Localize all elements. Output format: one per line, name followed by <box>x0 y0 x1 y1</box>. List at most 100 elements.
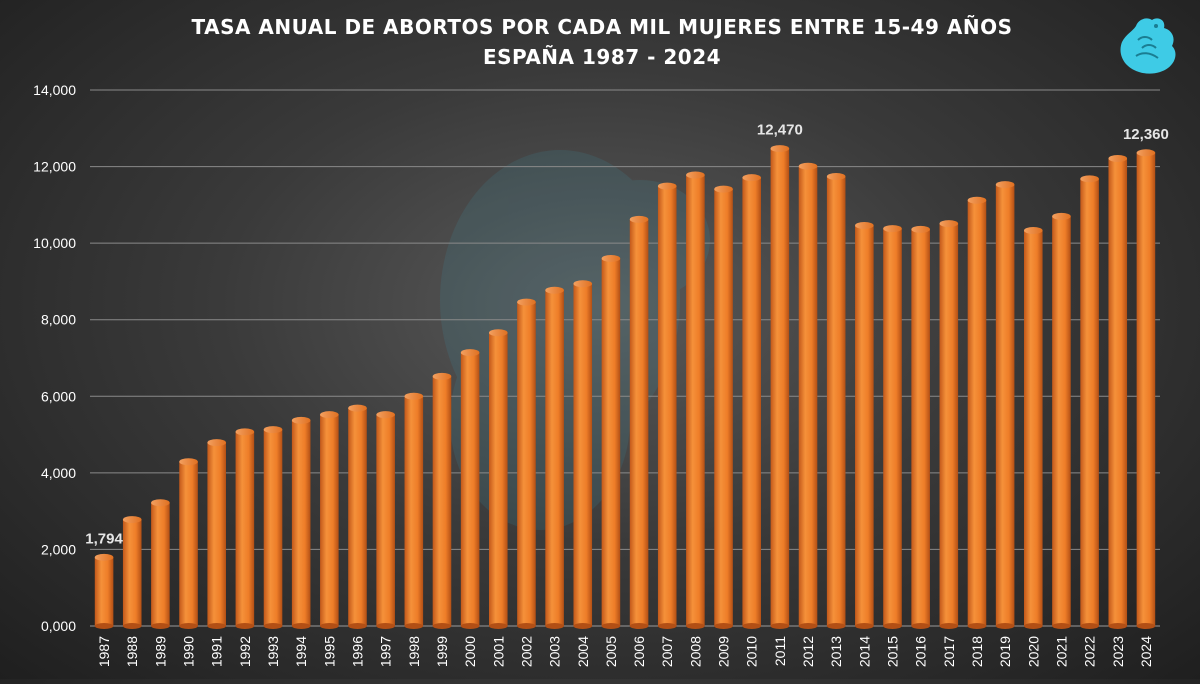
bar-cap-2010 <box>742 174 762 182</box>
bar-1999 <box>432 376 452 626</box>
x-tick-label: 2001 <box>490 636 506 667</box>
bar-base-2010 <box>742 623 762 629</box>
data-labels: 1,794 12,470 12,360 <box>85 122 1169 548</box>
x-tick-label: 2017 <box>941 636 957 667</box>
x-tick-label: 2022 <box>1082 636 1098 667</box>
bar-2014 <box>855 225 874 626</box>
bar-2022 <box>1080 178 1099 626</box>
bar-cap-1995 <box>320 411 339 419</box>
x-tick-label: 1996 <box>350 636 366 667</box>
x-tick-label: 1998 <box>406 636 422 667</box>
bar-base-1988 <box>122 623 142 629</box>
bar-cap-2000 <box>460 349 480 357</box>
bar-cap-2004 <box>573 280 593 288</box>
x-tick-label: 2019 <box>997 636 1013 667</box>
x-tick-label: 2021 <box>1053 636 1069 667</box>
x-tick-label: 2007 <box>659 636 675 667</box>
bar-base-2022 <box>1080 623 1099 629</box>
bar-base-2009 <box>714 623 733 629</box>
bar-2012 <box>798 166 818 626</box>
bar-base-2012 <box>798 623 818 629</box>
bar-base-2001 <box>488 623 508 629</box>
y-tick-label: 6,000 <box>41 388 76 404</box>
y-axis-ticks: 0,000 2,000 4,000 6,000 8,000 10,000 12,000 14,… <box>33 82 76 634</box>
bar-base-2016 <box>911 623 930 629</box>
bar-base-2005 <box>601 623 621 629</box>
bar-base-2021 <box>1052 623 1071 629</box>
bar-cap-2020 <box>1023 227 1043 235</box>
bar-1993 <box>263 429 283 626</box>
bar-cap-2022 <box>1080 175 1099 183</box>
bar-cap-1987 <box>94 553 114 561</box>
bar-cap-1988 <box>122 516 142 524</box>
data-label: 1,794 <box>85 530 123 547</box>
data-label: 12,360 <box>1123 126 1169 143</box>
bar-cap-2018 <box>967 196 987 204</box>
bar-cap-1990 <box>179 458 198 466</box>
bar-cap-2024 <box>1136 149 1156 157</box>
y-tick-label: 10,000 <box>33 235 76 251</box>
x-tick-label: 2008 <box>687 636 703 667</box>
bar-base-1990 <box>179 623 198 629</box>
bar-base-2024 <box>1136 623 1156 629</box>
bar-cap-2015 <box>883 225 902 233</box>
bar-1997 <box>376 414 395 626</box>
bar-2021 <box>1052 216 1071 627</box>
bar-base-1994 <box>291 623 311 629</box>
bar-base-2011 <box>770 623 790 629</box>
chart-subtitle: ESPAÑA 1987 - 2024 <box>483 45 721 69</box>
x-tick-label: 1991 <box>209 636 225 667</box>
bar-base-2003 <box>545 623 564 629</box>
bar-2018 <box>967 200 987 626</box>
bar-cap-2013 <box>826 173 846 181</box>
bar-cap-2005 <box>601 254 621 262</box>
bar-cap-2021 <box>1052 212 1071 220</box>
chart-title: TASA ANUAL DE ABORTOS POR CADA MIL MUJER… <box>192 15 1013 39</box>
bar-2016 <box>911 229 930 627</box>
bar-cap-1996 <box>348 404 367 412</box>
bar-base-2020 <box>1023 623 1043 629</box>
bar-base-2008 <box>686 623 705 629</box>
x-tick-label: 2014 <box>856 636 872 667</box>
bar-1987 <box>94 557 114 626</box>
x-tick-label: 1999 <box>434 636 450 667</box>
bar-2008 <box>686 174 705 626</box>
bar-2004 <box>573 283 593 626</box>
x-tick-label: 1994 <box>293 636 309 667</box>
bar-base-2018 <box>967 623 987 629</box>
bar-2002 <box>517 302 536 626</box>
bar-cap-1998 <box>404 392 424 400</box>
bar-2011 <box>770 148 790 626</box>
x-tick-label: 1995 <box>321 636 337 667</box>
bar-base-1989 <box>151 623 170 629</box>
x-tick-label: 2023 <box>1110 636 1126 667</box>
x-tick-label: 2018 <box>969 636 985 667</box>
x-tick-label: 2009 <box>716 636 732 667</box>
bar-1995 <box>320 414 339 626</box>
bar-2017 <box>939 223 959 627</box>
bar-base-2006 <box>629 623 649 629</box>
data-label: 12,470 <box>757 122 803 139</box>
bar-cap-1989 <box>151 499 170 507</box>
x-tick-label: 1988 <box>124 636 140 667</box>
bar-base-2023 <box>1108 623 1128 629</box>
x-tick-label: 2013 <box>828 636 844 667</box>
x-tick-label: 2005 <box>603 636 619 667</box>
x-axis-ticks: 1987 1988 1989 1990 1991 1992 1993 1994 1995 1996… <box>96 636 1154 667</box>
x-tick-label: 1987 <box>96 636 112 667</box>
x-tick-label: 1993 <box>265 636 281 667</box>
bar-base-2013 <box>826 623 846 629</box>
bar-base-1998 <box>404 623 424 629</box>
y-tick-label: 8,000 <box>41 312 76 328</box>
bar-1996 <box>348 408 367 626</box>
x-tick-label: 1989 <box>152 636 168 667</box>
bar-base-1993 <box>263 623 283 629</box>
bar-base-1992 <box>235 623 255 629</box>
bar-base-1987 <box>94 623 114 629</box>
bar-cap-2008 <box>686 171 705 179</box>
bar-cap-1994 <box>291 416 311 424</box>
bar-2009 <box>714 189 733 626</box>
bar-base-2017 <box>939 623 959 629</box>
bar-2001 <box>488 332 508 626</box>
